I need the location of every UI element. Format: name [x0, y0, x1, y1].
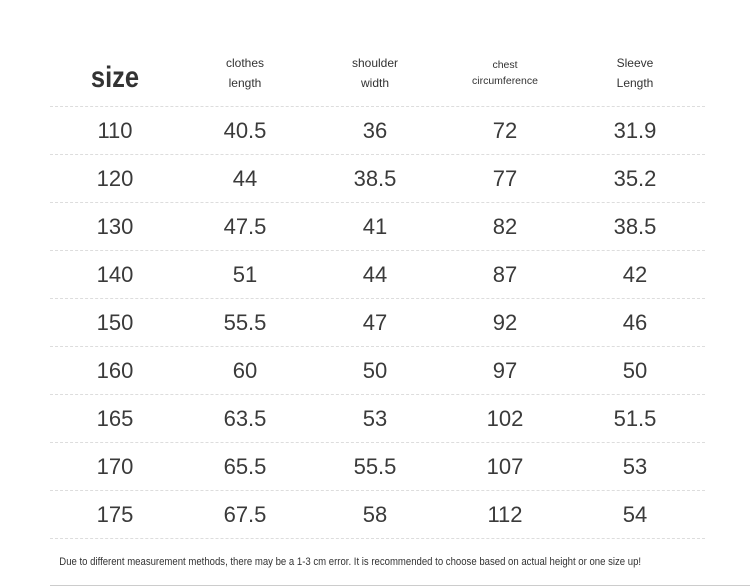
table-cell: 50 — [362, 358, 388, 383]
table-cell: 58 — [362, 502, 388, 527]
header-cell: chest circumference — [445, 57, 565, 89]
table-cell: 35.2 — [613, 166, 657, 191]
table-cell: 42 — [622, 262, 648, 287]
table-cell: 51 — [232, 262, 258, 287]
row-divider — [50, 154, 705, 155]
header-line: shoulder — [351, 56, 399, 70]
table-cell: 60 — [232, 358, 258, 383]
table-cell: 47.5 — [223, 214, 267, 239]
header-line: chest — [492, 59, 518, 71]
table-cell: 110 — [97, 118, 133, 143]
table-cell: 47 — [362, 310, 388, 335]
header-line: clothes — [225, 56, 265, 70]
header-cell: clothes length — [185, 53, 305, 93]
table-cell: 65.5 — [223, 454, 267, 479]
table-cell: 55.5 — [223, 310, 267, 335]
row-divider — [50, 538, 705, 539]
header-line: length — [228, 76, 262, 90]
table-cell: 175 — [96, 502, 134, 527]
row-divider — [50, 442, 705, 443]
row-divider — [50, 202, 705, 203]
table-cell: 97 — [492, 358, 518, 383]
row-divider — [50, 394, 705, 395]
header-line: size — [90, 61, 140, 94]
table-cell: 38.5 — [613, 214, 657, 239]
table-cell: 36 — [362, 118, 388, 143]
header-cell: shoulder width — [315, 53, 435, 93]
table-cell: 130 — [96, 214, 134, 239]
table-cell: 54 — [622, 502, 648, 527]
table-cell: 82 — [492, 214, 518, 239]
table-cell: 31.9 — [613, 118, 657, 143]
table-cell: 51.5 — [613, 406, 657, 431]
table-cell: 53 — [622, 454, 648, 479]
table-cell: 38.5 — [353, 166, 397, 191]
header-line: Sleeve — [616, 56, 654, 70]
table-cell: 67.5 — [223, 502, 267, 527]
table-cell: 50 — [622, 358, 648, 383]
table-cell: 77 — [492, 166, 518, 191]
table-cell: 72 — [492, 118, 518, 143]
table-cell: 53 — [362, 406, 388, 431]
table-cell: 150 — [96, 310, 134, 335]
table-cell: 92 — [492, 310, 518, 335]
footnote: Due to different measurement methods, th… — [59, 556, 642, 568]
table-cell: 46 — [622, 310, 648, 335]
table-cell: 120 — [96, 166, 134, 191]
table-cell: 102 — [486, 406, 524, 431]
table-cell: 41 — [362, 214, 388, 239]
row-divider — [50, 106, 705, 107]
row-divider — [50, 298, 705, 299]
table-cell: 160 — [96, 358, 134, 383]
header-line: Length — [616, 76, 654, 90]
table-cell: 55.5 — [353, 454, 397, 479]
table-cell: 112 — [487, 502, 523, 527]
header-line: width — [360, 76, 389, 90]
table-cell: 170 — [96, 454, 134, 479]
table-cell: 87 — [492, 262, 518, 287]
table-cell: 140 — [96, 262, 134, 287]
row-divider — [50, 346, 705, 347]
table-cell: 44 — [232, 166, 258, 191]
row-divider — [50, 490, 705, 491]
table-cell: 40.5 — [223, 118, 267, 143]
header-cell: Sleeve Length — [575, 53, 695, 93]
table-cell: 107 — [486, 454, 524, 479]
header-cell: size — [64, 61, 166, 95]
row-divider — [50, 250, 705, 251]
bottom-rule — [50, 585, 750, 586]
header-line: circumference — [472, 75, 538, 87]
table-cell: 63.5 — [223, 406, 267, 431]
table-cell: 165 — [96, 406, 134, 431]
table-cell: 44 — [362, 262, 388, 287]
